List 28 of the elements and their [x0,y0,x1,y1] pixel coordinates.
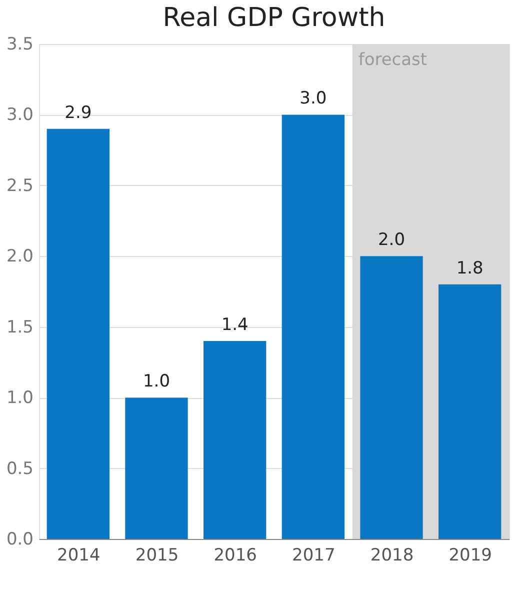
y-tick-label: 0.5 [6,458,34,479]
x-tick-label: 2015 [135,546,179,566]
y-tick-label: 0.0 [6,530,34,550]
bar [282,114,344,539]
data-label: 1.4 [221,315,248,335]
y-tick-label: 3.5 [6,34,34,54]
x-tick-label: 2018 [370,546,414,566]
band-label: forecast [358,50,428,70]
y-tick-label: 3.0 [6,105,34,126]
bar [204,341,266,539]
data-label: 2.0 [378,230,406,250]
bar [360,256,423,539]
data-label: 1.8 [456,258,484,278]
y-tick-label: 1.0 [6,388,34,408]
x-tick-label: 2019 [448,546,492,566]
chart-title: Real GDP Growth [162,3,386,33]
y-tick-label: 2.5 [6,176,34,196]
x-tick-label: 2014 [57,546,100,566]
y-tick-label: 2.0 [6,246,34,267]
x-tick-label: 2016 [214,546,257,566]
bar [125,398,188,539]
data-label: 1.0 [142,372,170,392]
bar [438,284,502,539]
x-tick-label: 2017 [292,546,336,566]
bar [46,128,110,539]
y-tick-label: 1.5 [6,317,34,338]
data-label: 2.9 [64,102,92,123]
data-label: 3.0 [300,88,327,109]
